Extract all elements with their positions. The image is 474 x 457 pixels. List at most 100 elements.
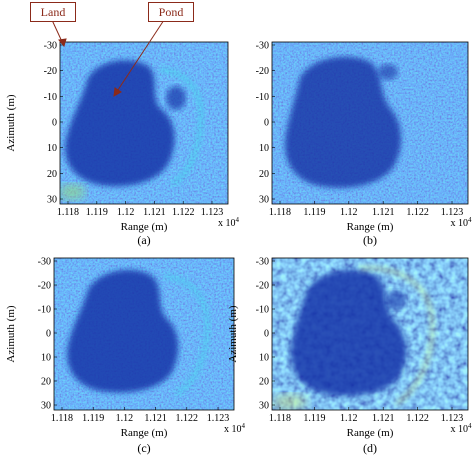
panel-c-y-axis: -30 -20 -10 0 10 20 30 Azimuth (m) [5,257,57,412]
y-tick-label: 0 [264,329,269,340]
x-exponent-base: x 10 [218,218,236,229]
x-tick-label: 1.122 [172,207,195,218]
y-axis-label: Azimuth (m) [227,305,239,362]
panel-a-frame [59,41,229,205]
y-tick-label: 10 [41,353,51,364]
y-tick-label: 0 [264,118,269,129]
y-tick-label: -10 [256,92,269,103]
y-tick-label: 30 [47,195,57,206]
panel-caption: (b) [363,233,377,247]
x-exponent-label: x 104 [451,216,473,229]
y-tick-label: 20 [259,377,269,388]
y-tick-label: 10 [47,143,57,154]
x-tick-label: 1.12 [116,413,134,424]
y-tick-label: -10 [38,305,51,316]
x-tick-label: 1.12 [340,207,358,218]
y-tick-label: -20 [256,66,269,77]
x-tick-label: 1.12 [340,413,358,424]
x-tick-label: 1.119 [86,207,108,218]
x-tick-label: 1.121 [143,207,166,218]
x-axis-label: Range (m) [347,221,394,233]
land-arrowhead [58,38,67,48]
x-tick-label: 1.118 [269,413,291,424]
y-tick-label: -20 [256,281,269,292]
callout-arrows [51,19,165,97]
y-tick-label: 10 [259,143,269,154]
x-axis-label: Range (m) [347,427,394,439]
panel-c: -30 -20 -10 0 10 20 30 Azimuth (m) 1.118 1.119 1.… [5,257,246,456]
panel-c-pond [67,269,179,393]
x-exponent-power: 4 [468,422,472,430]
y-tick-label: 30 [259,401,269,412]
x-exponent-label: x 104 [451,422,473,435]
x-exponent-power: 4 [242,422,246,430]
panel-d-y-axis: -30 -20 -10 0 10 20 30 Azimuth (m) [227,257,275,412]
y-tick-label: 30 [41,401,51,412]
x-axis-label: Range (m) [121,427,168,439]
y-tick-label: -20 [44,66,57,77]
x-exponent-base: x 10 [451,218,469,229]
x-tick-label: 1.118 [57,207,79,218]
panel-a-image [60,42,228,204]
y-axis-label: Azimuth (m) [5,94,17,151]
panel-d-image [272,258,468,410]
panel-a-pond [65,60,175,187]
x-tick-label: 1.123 [441,207,464,218]
panel-c-image [54,258,234,410]
panel-d-pond [291,269,407,396]
x-tick-label: 1.123 [201,207,224,218]
panel-caption: (d) [363,441,377,455]
y-tick-label: -10 [256,305,269,316]
x-exponent-base: x 10 [224,424,242,435]
x-exponent-power: 4 [468,216,472,224]
y-axis-label: Azimuth (m) [5,305,17,362]
x-exponent-base: x 10 [451,424,469,435]
pond-callout-label: Pond [148,2,194,22]
land-callout-label: Land [30,2,76,22]
x-tick-label: 1.118 [269,207,291,218]
y-tick-label: -30 [256,257,269,268]
x-tick-label: 1.12 [117,207,135,218]
pond-arrow [113,19,165,97]
x-tick-label: 1.119 [303,413,325,424]
panel-caption: (a) [137,233,150,247]
x-tick-label: 1.121 [372,413,395,424]
panel-b-frame [271,41,469,205]
y-tick-label: 30 [259,195,269,206]
x-tick-label: 1.122 [406,207,429,218]
panel-d: -30 -20 -10 0 10 20 30 Azimuth (m) 1.118 1.119 1.… [227,257,472,456]
y-tick-label: 0 [52,118,57,129]
panel-a-y-axis: -30 -20 -10 0 10 20 30 Azimuth (m) [5,41,63,206]
x-tick-label: 1.119 [82,413,104,424]
y-tick-label: -30 [44,41,57,52]
panel-b-image [272,42,468,204]
x-exponent-label: x 104 [224,422,246,435]
x-tick-label: 1.123 [207,413,230,424]
x-tick-label: 1.122 [406,413,429,424]
y-tick-label: -20 [38,281,51,292]
y-tick-label: 10 [259,353,269,364]
y-tick-label: 20 [47,169,57,180]
y-tick-label: 20 [259,169,269,180]
panel-b-y-axis: -30 -20 -10 0 10 20 30 [256,41,275,206]
panel-b: -30 -20 -10 0 10 20 30 1.118 1.119 1.12 1.121 1.12… [256,41,472,248]
y-tick-label: 20 [41,377,51,388]
pond-arrowhead [113,87,122,97]
x-tick-label: 1.121 [372,207,395,218]
y-tick-label: -30 [38,257,51,268]
panel-d-frame [271,257,469,411]
x-exponent-label: x 104 [218,216,240,229]
y-tick-label: -30 [256,41,269,52]
x-tick-label: 1.122 [176,413,199,424]
y-tick-label: 0 [46,329,51,340]
panel-a: -30 -20 -10 0 10 20 30 Azimuth (m) 1.118 1.119 1.… [5,41,240,248]
x-tick-label: 1.118 [51,413,73,424]
x-tick-label: 1.119 [303,207,325,218]
y-tick-label: -10 [44,92,57,103]
panel-caption: (c) [137,441,150,455]
